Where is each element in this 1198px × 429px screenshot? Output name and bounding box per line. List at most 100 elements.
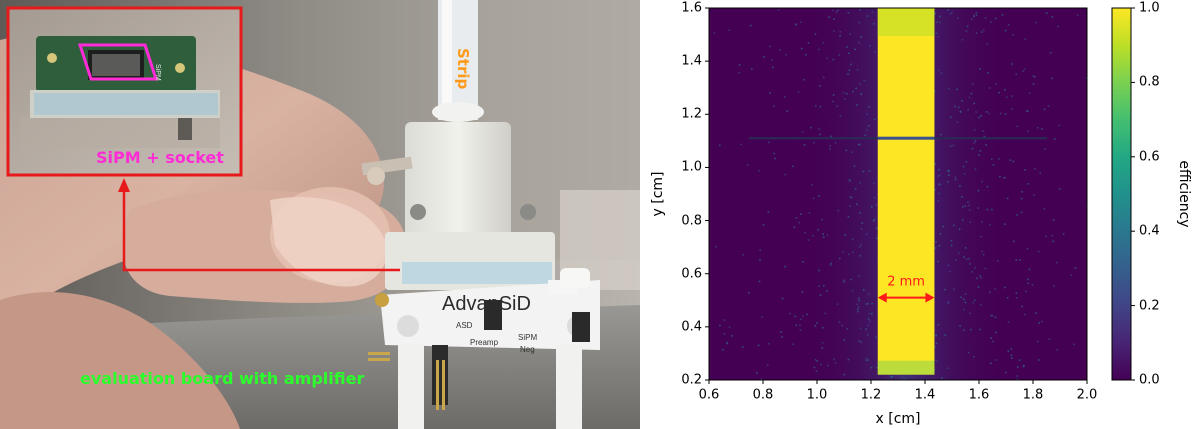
noise-pixel [1035, 312, 1037, 314]
noise-pixel [822, 233, 824, 235]
noise-pixel [1053, 138, 1056, 140]
noise-pixel [1013, 240, 1015, 243]
noise-pixel [731, 335, 733, 337]
noise-pixel [850, 196, 853, 199]
noise-pixel [979, 68, 981, 70]
noise-pixel [829, 145, 831, 147]
noise-pixel [947, 169, 949, 172]
noise-pixel [811, 183, 813, 186]
noise-pixel [748, 291, 750, 294]
light-guide-holder [361, 122, 555, 290]
noise-pixel [801, 131, 804, 133]
noise-pixel [873, 218, 876, 221]
noise-pixel [822, 42, 825, 44]
noise-pixel [962, 165, 965, 168]
noise-pixel [962, 206, 964, 208]
noise-pixel [818, 48, 820, 51]
noise-pixel [1010, 354, 1013, 356]
noise-pixel [934, 189, 936, 191]
noise-pixel [820, 363, 822, 366]
noise-pixel [1019, 259, 1021, 261]
noise-pixel [1052, 240, 1054, 243]
noise-pixel [957, 17, 959, 20]
noise-pixel [865, 357, 868, 360]
noise-pixel [824, 312, 826, 315]
noise-pixel [814, 33, 817, 35]
noise-pixel [1037, 250, 1040, 253]
noise-pixel [719, 144, 721, 147]
noise-pixel [871, 302, 873, 305]
noise-pixel [853, 165, 856, 167]
noise-pixel [864, 134, 867, 137]
noise-pixel [961, 219, 964, 221]
noise-pixel [952, 288, 955, 290]
setup-photo: Strip AdvanSiD ASD SiPM Preamp Neg [0, 0, 640, 429]
noise-pixel [837, 209, 840, 212]
noise-pixel [954, 176, 957, 178]
noise-pixel [994, 288, 997, 290]
noise-pixel [934, 163, 936, 165]
noise-pixel [998, 158, 1000, 160]
noise-pixel [813, 141, 815, 144]
noise-pixel [939, 15, 941, 18]
noise-pixel [980, 114, 982, 117]
noise-pixel [794, 315, 797, 318]
noise-pixel [1011, 108, 1013, 110]
noise-pixel [819, 105, 822, 108]
noise-pixel [1004, 29, 1007, 32]
noise-pixel [989, 291, 991, 294]
noise-pixel [1004, 88, 1006, 91]
noise-pixel [950, 116, 952, 119]
noise-pixel [992, 164, 995, 166]
noise-pixel [947, 9, 949, 11]
noise-pixel [949, 270, 951, 273]
noise-pixel [814, 358, 817, 361]
efficiency-heatmap: 0.6 0.8 1.0 1.2 1.4 1.6 1.8 2.0 0.2 0.4 0.6 0.8 1.0 1… [640, 0, 1198, 429]
noise-pixel [1012, 160, 1015, 163]
noise-pixel [941, 377, 943, 379]
noise-pixel [1047, 105, 1050, 107]
noise-pixel [738, 72, 740, 74]
noise-pixel [858, 21, 861, 24]
noise-pixel [741, 346, 744, 348]
noise-pixel [762, 224, 765, 226]
noise-pixel [1058, 188, 1061, 190]
noise-pixel [858, 306, 860, 308]
noise-pixel [859, 254, 862, 257]
noise-pixel [963, 172, 966, 175]
noise-pixel [786, 110, 789, 113]
noise-pixel [843, 339, 846, 341]
noise-pixel [839, 31, 841, 33]
noise-pixel [726, 342, 728, 345]
noise-pixel [999, 112, 1002, 115]
noise-pixel [940, 72, 943, 74]
noise-pixel [852, 90, 854, 93]
noise-pixel [849, 205, 852, 207]
noise-pixel [978, 116, 980, 119]
noise-pixel [968, 96, 971, 99]
noise-pixel [871, 11, 874, 13]
noise-pixel [986, 43, 989, 46]
noise-pixel [1057, 25, 1059, 28]
noise-pixel [869, 320, 871, 323]
noise-pixel [795, 217, 798, 219]
noise-pixel [803, 78, 806, 81]
pcb-text-sipm: SiPM [518, 333, 537, 342]
noise-pixel [802, 315, 804, 317]
noise-pixel [838, 257, 841, 260]
noise-pixel [971, 271, 973, 273]
noise-pixel [785, 53, 787, 56]
noise-pixel [808, 212, 811, 214]
noise-pixel [848, 52, 850, 54]
noise-pixel [950, 244, 953, 247]
noise-pixel [860, 228, 863, 230]
noise-pixel [833, 18, 835, 20]
noise-pixel [973, 142, 976, 144]
noise-pixel [860, 36, 862, 38]
noise-pixel [851, 151, 853, 153]
noise-pixel [903, 378, 905, 380]
noise-pixel [947, 301, 950, 303]
noise-pixel [952, 144, 954, 147]
noise-pixel [742, 254, 744, 256]
noise-pixel [981, 180, 983, 183]
